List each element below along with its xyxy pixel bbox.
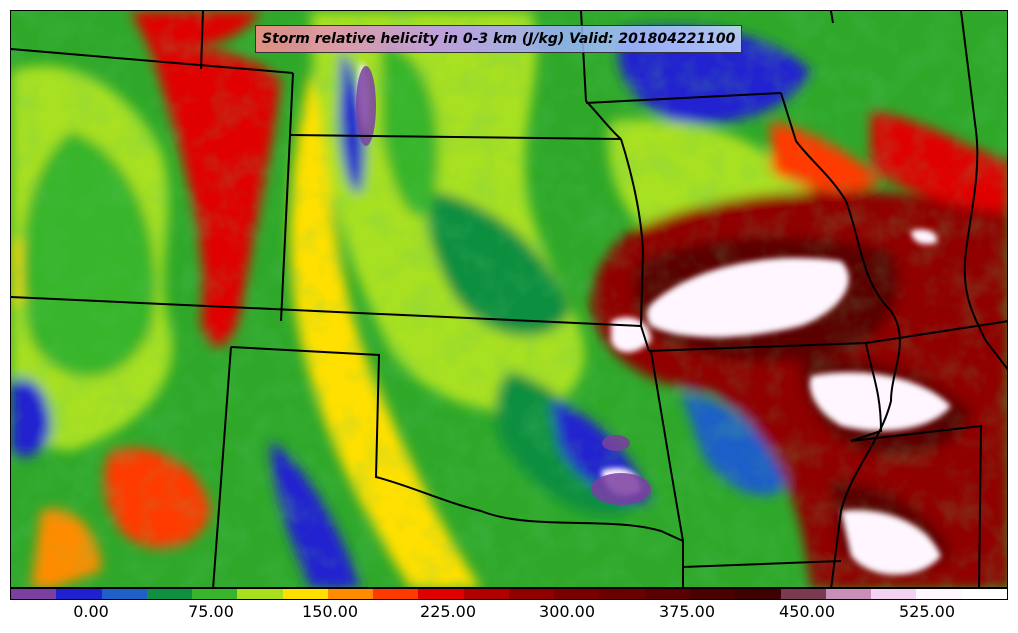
colorbar-tick-label: 450.00 bbox=[779, 602, 835, 621]
colorbar-segment bbox=[11, 589, 57, 599]
colorbar-segment bbox=[418, 589, 464, 599]
purple-halos bbox=[356, 66, 651, 505]
colorbar-tick-label: 525.00 bbox=[899, 602, 955, 621]
map-title: Storm relative helicity in 0-3 km (J/kg)… bbox=[255, 25, 743, 53]
colorbar-segment bbox=[327, 589, 374, 599]
colorbar-segment bbox=[146, 589, 193, 599]
colorbar-segment bbox=[237, 589, 283, 599]
state-boundaries bbox=[11, 11, 1007, 587]
colorbar-segment bbox=[463, 589, 509, 599]
colorbar-segment bbox=[871, 589, 917, 599]
colorbar-segment bbox=[644, 589, 690, 599]
colorbar-tick-label: 75.00 bbox=[188, 602, 234, 621]
colorbar-tick-label: 300.00 bbox=[539, 602, 595, 621]
colorbar-tick-label: 375.00 bbox=[659, 602, 715, 621]
colorbar-segment bbox=[554, 589, 600, 599]
colorbar-segment bbox=[689, 589, 736, 599]
colorbar-segment bbox=[282, 589, 328, 599]
colorbar-tick-labels: 0.00 75.00 150.00 225.00 300.00 375.00 450.00 5… bbox=[0, 600, 1018, 630]
colorbar-segment bbox=[373, 589, 419, 599]
colorbar-segment bbox=[961, 589, 1007, 599]
map-panel: Storm relative helicity in 0-3 km (J/kg)… bbox=[10, 10, 1008, 588]
colorbar-segment bbox=[825, 589, 872, 599]
helicity-field-map bbox=[11, 11, 1007, 587]
colorbar-segment bbox=[508, 589, 555, 599]
colorbar bbox=[10, 588, 1008, 600]
colorbar-segment bbox=[780, 589, 826, 599]
colorbar-segment bbox=[599, 589, 645, 599]
colorbar-segment bbox=[735, 589, 781, 599]
colorbar-segment bbox=[101, 589, 147, 599]
colorbar-segment bbox=[916, 589, 962, 599]
colorbar-segment bbox=[56, 589, 102, 599]
colorbar-tick-label: 150.00 bbox=[302, 602, 358, 621]
colorbar-tick-label: 0.00 bbox=[73, 602, 109, 621]
colorbar-segment bbox=[192, 589, 238, 599]
colorbar-tick-label: 225.00 bbox=[420, 602, 476, 621]
